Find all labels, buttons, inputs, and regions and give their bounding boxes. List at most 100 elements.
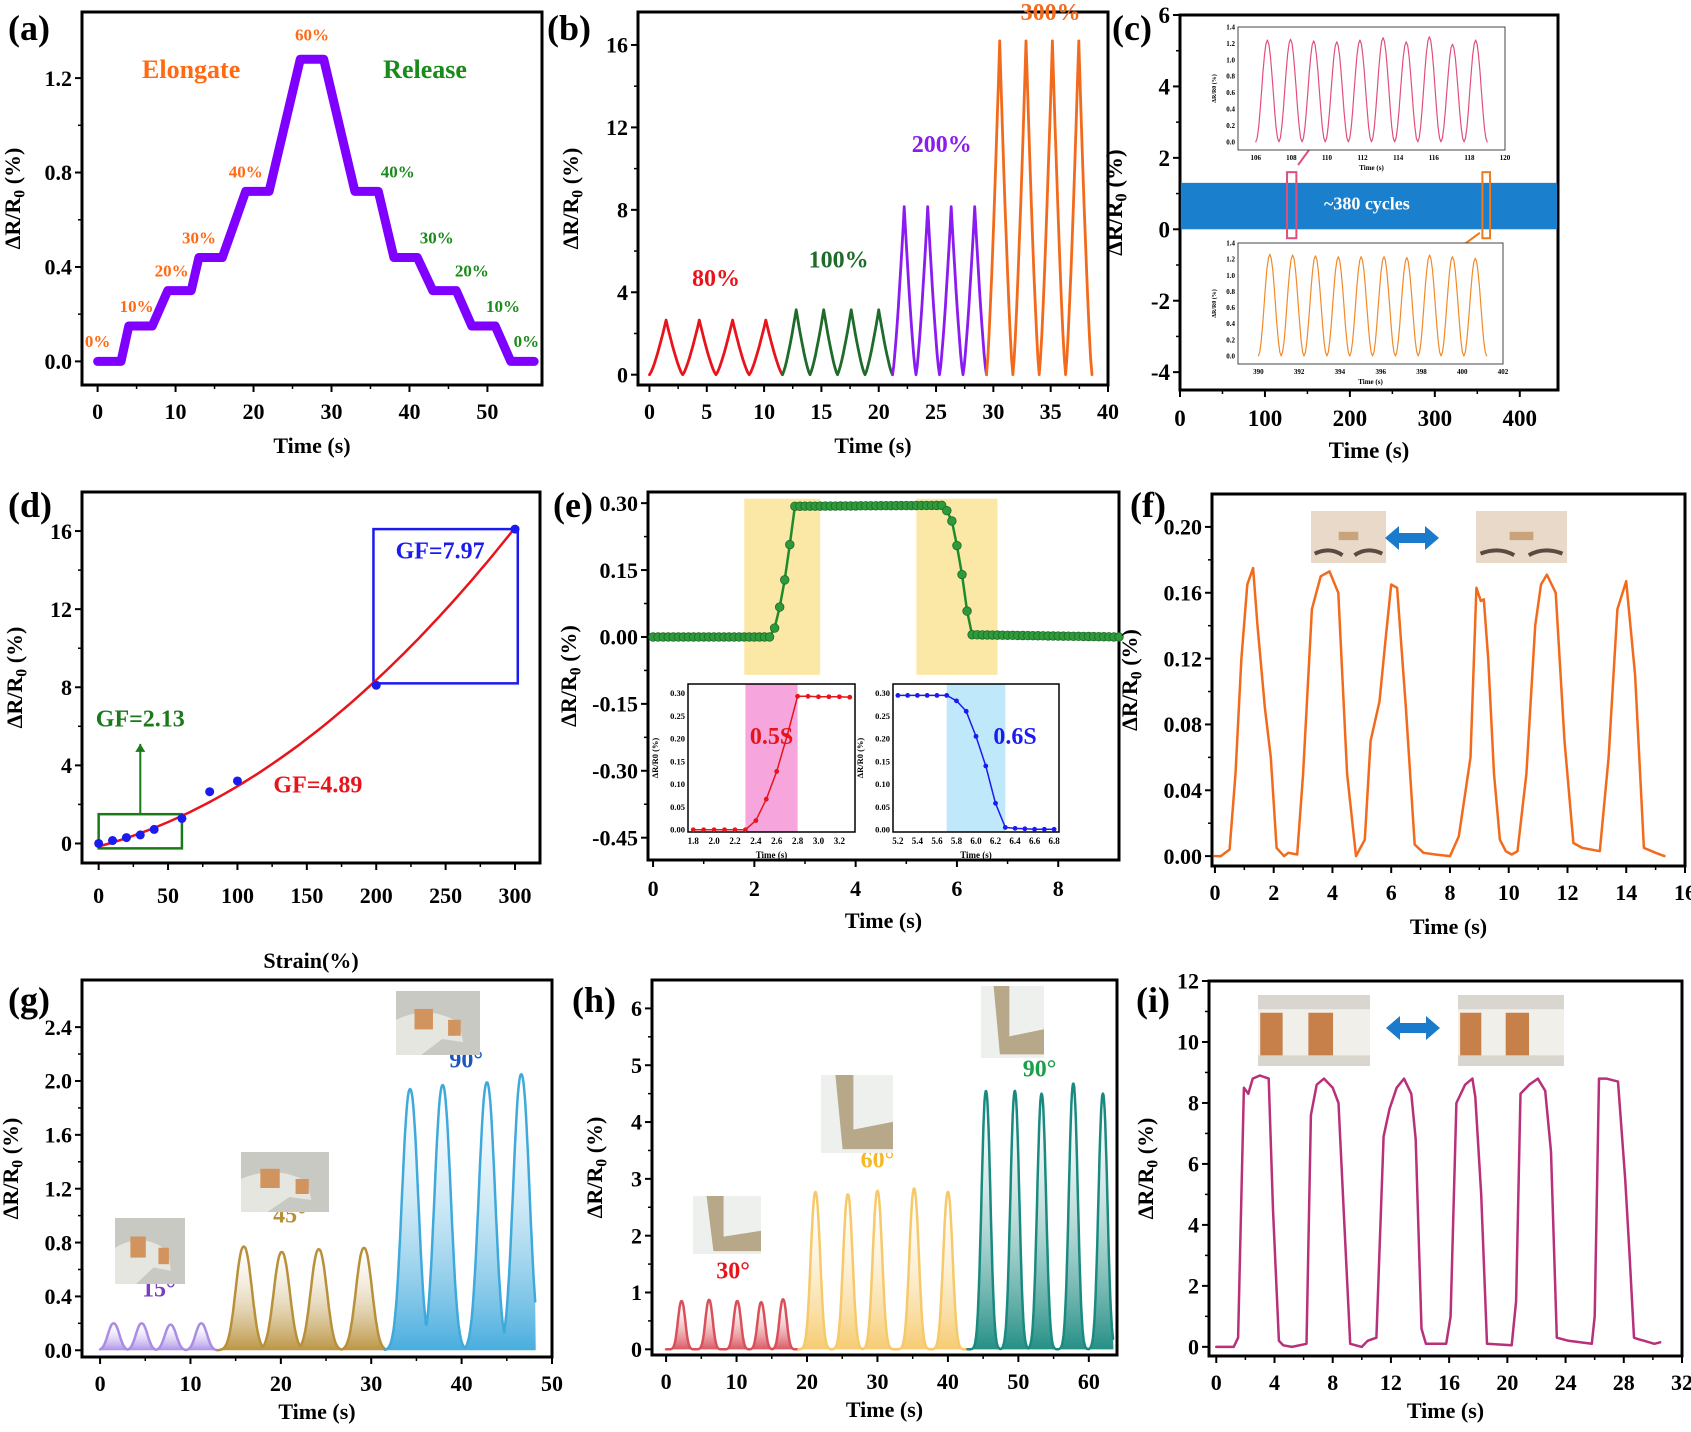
- inset-marker: [795, 693, 800, 699]
- double-arrow-shape: [1386, 1016, 1440, 1040]
- plot-frame: [1207, 979, 1684, 1358]
- panel-label-e: (e): [553, 485, 593, 525]
- arm-shape: [993, 986, 1044, 1055]
- x-tick-label: 10: [753, 399, 775, 424]
- inset-y-tick-label: 0.00: [670, 825, 685, 835]
- y-axis-label: ΔR/R0 (%): [558, 148, 586, 250]
- y-tick-label: 4: [617, 280, 628, 305]
- y-tick-label: 8: [617, 198, 628, 223]
- y-tick-label: 0: [1159, 217, 1171, 242]
- x-tick-label: 100: [1248, 406, 1283, 431]
- x-tick-label: 16: [1674, 880, 1691, 905]
- y-axis-label: ΔR/R0 (%): [0, 1118, 26, 1220]
- y-tick-label: 0: [631, 1337, 642, 1362]
- inset-y-tick-label: 0.25: [875, 711, 890, 721]
- inset-x-tick-label: 6.8: [1048, 836, 1060, 846]
- y-tick-label: 0.0: [45, 1338, 73, 1363]
- inset-y-tick-label: 0.2: [1226, 336, 1235, 344]
- x-tick-label: 28: [1613, 1370, 1635, 1395]
- inset-y-tick-label: 0.4: [1226, 106, 1235, 114]
- inset-x-tick-label: 3.2: [834, 836, 846, 846]
- y-tick-label: 0.4: [45, 1284, 73, 1309]
- inset-y-tick-label: 0.05: [670, 802, 685, 812]
- inset-y-label: ΔR/R0 (%): [1211, 74, 1218, 103]
- inset-x-tick-label: 5.6: [931, 836, 943, 846]
- strain-annotation: 10%: [486, 297, 520, 316]
- inset-x-tick-label: 394: [1335, 368, 1346, 376]
- y-axis-label: ΔR/R0 (%): [1117, 629, 1145, 731]
- y-tick-label: 0.08: [1164, 712, 1203, 737]
- inset-marker: [763, 796, 769, 802]
- inset-x-label: Time (s): [756, 850, 788, 860]
- y-tick-label: 0.15: [600, 558, 639, 583]
- inset-y-tick-label: 0.6: [1226, 304, 1235, 312]
- x-axis-label: Time (s): [1407, 1398, 1484, 1423]
- strain-label: 80%: [692, 266, 740, 292]
- response-time-label: 0.5S: [750, 724, 793, 750]
- x-tick-label: 50: [157, 883, 179, 908]
- inset-data-line: [692, 695, 851, 831]
- x-tick-label: 32: [1671, 1370, 1691, 1395]
- panel-label-a: (a): [8, 8, 50, 48]
- y-tick-label: 4: [1188, 1213, 1199, 1238]
- inset-x-tick-label: 396: [1375, 368, 1386, 376]
- inset-marker: [983, 763, 989, 769]
- y-tick-label: 16: [50, 519, 72, 544]
- response-marker: [957, 569, 967, 580]
- area-line-15°: [98, 1322, 219, 1352]
- x-axis-label: Time (s): [845, 908, 922, 933]
- highlight-box: [1481, 171, 1492, 240]
- x-tick-label: 2: [1268, 880, 1279, 905]
- inset-y-tick-label: 0.10: [670, 779, 685, 789]
- x-tick-label: 150: [290, 883, 323, 908]
- y-tick-label: 2.0: [45, 1069, 73, 1094]
- plot-frame: [646, 490, 1121, 862]
- inset-marker: [732, 827, 738, 833]
- strain-label: 300%: [1021, 0, 1081, 26]
- inset-marker: [1032, 826, 1037, 832]
- x-tick-label: 0: [92, 399, 103, 424]
- y-axis-label-unit: (%): [0, 148, 25, 190]
- y-tick-label: 0: [61, 831, 72, 856]
- inset-y-tick-label: 0.05: [875, 802, 890, 812]
- forehead-frown-photo: [1476, 511, 1567, 563]
- inset-marker: [944, 692, 950, 698]
- data-point: [135, 830, 145, 840]
- y-tick-label: 16: [606, 33, 628, 58]
- inset-y-label: ΔR/R0 (%): [855, 738, 865, 779]
- y-axis-label-unit: (%): [1117, 629, 1142, 671]
- inset-y-tick-label: 0.30: [875, 688, 890, 698]
- inset-y-tick-label: 0.0: [1226, 352, 1235, 360]
- x-tick-label: 0: [95, 1371, 106, 1396]
- y-axis-label-unit: (%): [2, 627, 27, 669]
- response-time-label: 0.6S: [993, 724, 1036, 750]
- plot-frame: [650, 978, 1119, 1357]
- inset-y-tick-label: 0.8: [1226, 73, 1235, 81]
- inset-x-tick-label: 1.8: [688, 836, 700, 846]
- response-marker: [785, 539, 795, 550]
- y-tick-label: 5: [631, 1053, 642, 1078]
- inset-y-tick-label: 0.30: [670, 688, 685, 698]
- strain-annotation: 40%: [381, 162, 415, 181]
- inset-marker: [915, 692, 920, 698]
- eyebrow-left: [1313, 548, 1344, 557]
- copper-electrode: [130, 1236, 146, 1258]
- gauge-factor-region-box: [372, 527, 520, 685]
- data-line-300%: [985, 39, 1094, 377]
- y-axis-label-subscript: 0: [11, 190, 28, 198]
- data-line-step-strain: [93, 54, 539, 366]
- inset-y-tick-label: 0.2: [1226, 122, 1235, 130]
- x-tick-label: 4: [1327, 880, 1338, 905]
- area-fill-90°: [967, 1083, 1114, 1350]
- inset-marker: [993, 800, 998, 806]
- inset-y-tick-label: 0.20: [670, 734, 685, 744]
- panel-b-chart: 0 5 10 15 20 25 30 35 40 0 4 8 12 16 Time (s) ΔR/R0 (%)…: [558, 0, 1119, 458]
- inset-frame: [687, 683, 856, 833]
- y-axis-label: ΔR/R0 (%): [1133, 1118, 1161, 1220]
- strain-annotation: 20%: [155, 261, 189, 280]
- finger-45deg-photo: [241, 1152, 329, 1212]
- inset-x-tick-label: 106: [1251, 154, 1262, 162]
- inset-y-tick-label: 0.20: [875, 734, 890, 744]
- finger-shape: [115, 1240, 171, 1284]
- x-tick-label: 0: [1174, 406, 1186, 431]
